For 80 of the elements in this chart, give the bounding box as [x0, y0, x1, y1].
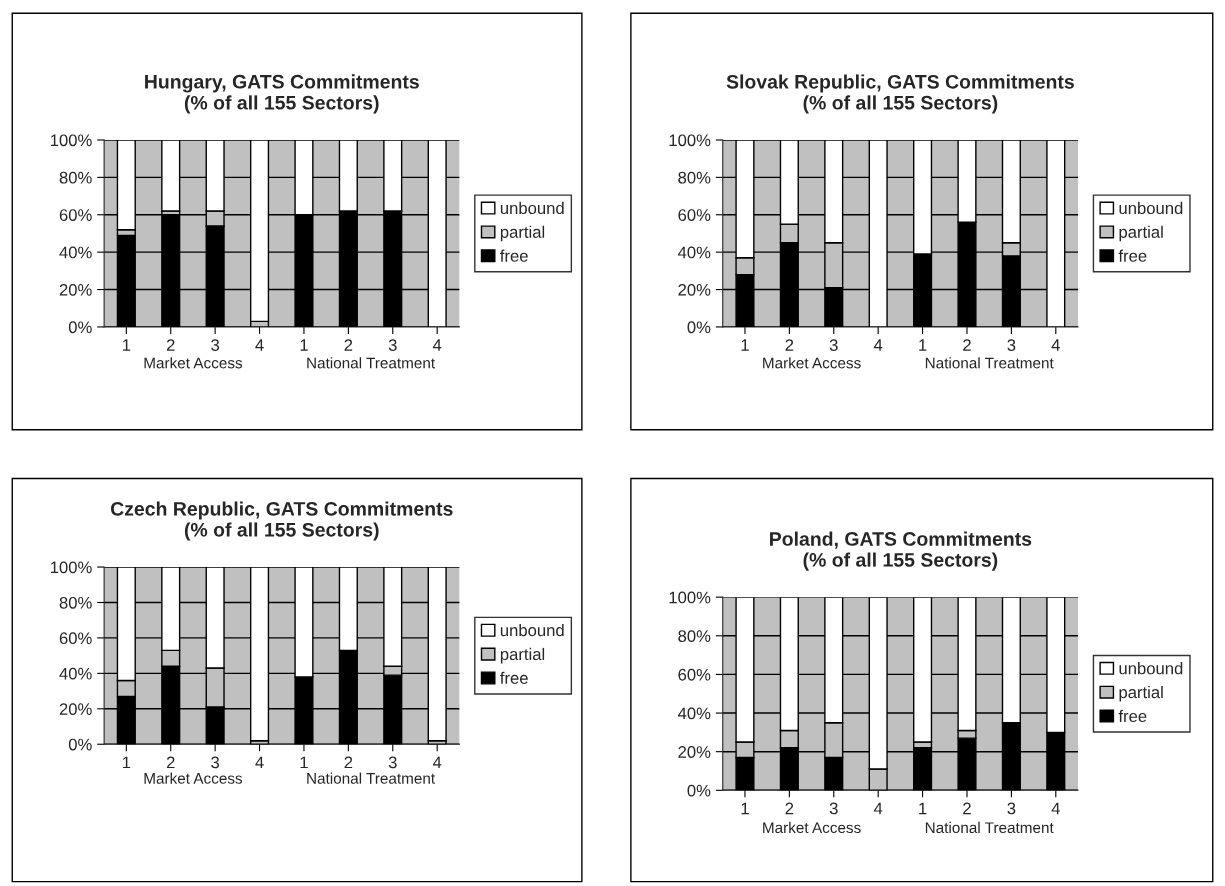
- y-tick-label: 0%: [687, 784, 711, 797]
- x-tick-label: 4: [432, 339, 442, 351]
- y-tick-label: 80%: [59, 171, 92, 184]
- text: Market Access: [144, 357, 243, 369]
- x-tick-label: 3: [1007, 339, 1016, 351]
- x-tick-label: 3: [211, 339, 220, 351]
- legend-label: partial: [500, 225, 545, 242]
- x-tick-label: 2: [166, 339, 175, 351]
- x-tick-label: 4: [255, 756, 264, 769]
- x-tick-label: 3: [388, 756, 397, 769]
- x-tick-label: 2: [344, 756, 353, 769]
- x-tick-label: 3: [829, 339, 838, 351]
- x-tick-label: 3: [829, 802, 838, 815]
- y-tick-label: 100%: [50, 134, 92, 147]
- y-tick-label: 20%: [678, 746, 711, 758]
- x-tick-label: 3: [211, 756, 220, 769]
- legend-label: free: [1118, 709, 1147, 723]
- x-tick-label: 1: [122, 756, 131, 769]
- y-tick-label: 0%: [68, 321, 92, 334]
- text: National Treatment: [307, 772, 435, 784]
- legend-label: free: [1118, 249, 1147, 262]
- y-tick-label: 40%: [59, 667, 92, 680]
- legend-label: unbound: [1119, 662, 1183, 675]
- chart-title: Poland, GATS Commitments (% of all 155 Sectors): [770, 531, 1032, 571]
- text: National Treatment: [925, 357, 1054, 369]
- x-tick-label: 4: [1051, 802, 1060, 815]
- y-tick-label: 60%: [59, 209, 92, 221]
- legend-label: unbound: [500, 201, 564, 215]
- legend-label: free: [500, 249, 528, 262]
- x-tick-label: 2: [963, 802, 971, 815]
- y-tick-label: 80%: [59, 596, 92, 609]
- text: Market Access: [144, 772, 243, 784]
- x-tick-label: 3: [1007, 802, 1016, 815]
- y-tick-label: 80%: [678, 171, 711, 184]
- x-tick-label: 2: [166, 756, 175, 769]
- x-tick-label: 1: [300, 339, 308, 351]
- y-tick-label: 0%: [687, 321, 711, 334]
- text: National Treatment: [925, 821, 1054, 834]
- x-tick-label: 4: [873, 339, 883, 351]
- chart-title: Czech Republic, GATS Commitments (% of all 155 Sectors): [110, 501, 453, 541]
- x-tick-label: 2: [963, 339, 971, 351]
- x-tick-label: 1: [741, 339, 749, 351]
- y-tick-label: 60%: [678, 668, 711, 681]
- y-tick-label: 20%: [59, 283, 92, 296]
- text: National Treatment: [307, 357, 435, 369]
- x-tick-label: 1: [919, 339, 927, 351]
- y-tick-label: 40%: [677, 246, 711, 259]
- y-tick-label: 80%: [678, 630, 711, 642]
- y-tick-label: 60%: [59, 632, 92, 645]
- x-tick-label: 1: [300, 756, 308, 769]
- chart-title: Slovak Republic, GATS Commitments (% of all 155 Sectors): [726, 74, 1074, 114]
- text: Market Access: [763, 821, 861, 834]
- y-tick-label: 100%: [669, 591, 711, 604]
- y-tick-label: 60%: [678, 209, 711, 221]
- x-tick-label: 4: [873, 802, 883, 815]
- chart-title: Hungary, GATS Commitments (% of all 155 Sectors): [145, 74, 419, 114]
- y-tick-label: 40%: [677, 707, 711, 720]
- y-tick-label: 20%: [59, 703, 92, 715]
- x-tick-label: 2: [344, 339, 353, 351]
- x-tick-label: 1: [741, 802, 749, 815]
- x-tick-label: 1: [919, 802, 927, 815]
- y-tick-label: 100%: [50, 561, 92, 574]
- legend-label: unbound: [1119, 201, 1183, 215]
- x-tick-label: 4: [255, 339, 264, 351]
- y-tick-label: 20%: [678, 283, 711, 296]
- x-tick-label: 2: [785, 339, 794, 351]
- x-tick-label: 4: [1051, 339, 1060, 351]
- y-tick-label: 0%: [68, 738, 92, 751]
- text: Market Access: [763, 357, 861, 369]
- y-tick-label: 100%: [669, 134, 711, 147]
- legend-label: partial: [1119, 225, 1163, 242]
- x-tick-label: 1: [122, 339, 131, 351]
- legend-label: partial: [500, 647, 545, 664]
- y-tick-label: 40%: [59, 246, 92, 259]
- legend-label: partial: [1119, 685, 1163, 702]
- x-tick-label: 4: [432, 756, 442, 769]
- legend-label: free: [500, 671, 528, 684]
- x-tick-label: 2: [785, 802, 794, 815]
- legend-label: unbound: [500, 624, 564, 637]
- x-tick-label: 3: [388, 339, 397, 351]
